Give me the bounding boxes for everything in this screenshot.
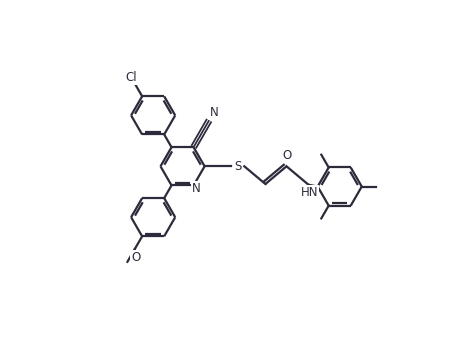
Text: O: O xyxy=(282,149,291,162)
Text: N: N xyxy=(209,106,218,119)
Text: HN: HN xyxy=(301,186,318,199)
Text: O: O xyxy=(131,251,140,264)
Text: Cl: Cl xyxy=(126,71,137,84)
Text: S: S xyxy=(234,160,241,173)
Text: N: N xyxy=(192,182,201,195)
